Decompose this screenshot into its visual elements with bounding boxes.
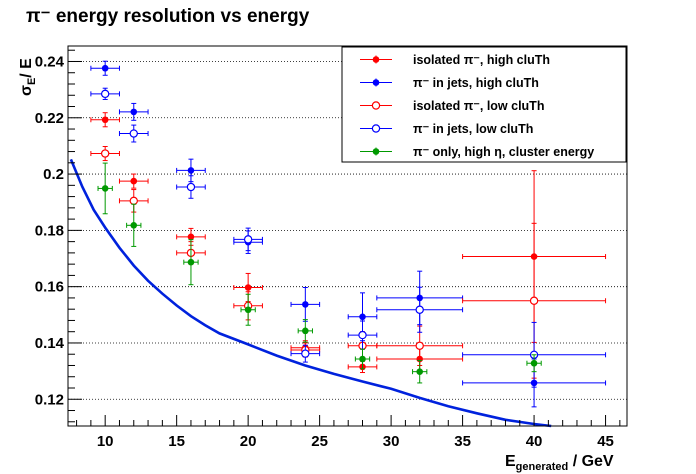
data-point: [240, 293, 256, 326]
legend-label: π⁻ in jets, high cluTh: [413, 76, 539, 90]
point-marker: [359, 313, 366, 321]
x-tick-label: 30: [383, 433, 400, 450]
data-point: [118, 124, 149, 143]
legend-entry: isolated π⁻, low cluTh: [360, 99, 544, 113]
legend-marker: [371, 101, 381, 110]
data-point: [297, 319, 313, 343]
point-marker: [358, 330, 367, 340]
data-points-layer: [90, 60, 607, 408]
fit-curve-layer: [69, 158, 552, 428]
data-point: [126, 203, 142, 247]
legend-marker: [372, 79, 380, 86]
point-marker: [101, 64, 109, 72]
y-tick-label: 0.14: [35, 335, 65, 352]
point-marker: [130, 222, 138, 229]
legend-box: [341, 46, 627, 163]
axis-ticks: 10 15 20 25 30 35 40 45 0.12 0.14 0.16 0.18 0.2 0.22 0…: [35, 49, 621, 450]
x-tick-label: 20: [240, 433, 257, 450]
data-point: [90, 87, 120, 100]
data-point: [354, 348, 371, 370]
legend-entry: π⁻ in jets, low cluTh: [360, 122, 533, 136]
point-marker: [100, 89, 110, 99]
point-marker: [416, 368, 423, 375]
x-tick-label: 15: [168, 433, 185, 450]
y-tick-label: 0.12: [35, 391, 64, 408]
point-marker: [301, 349, 310, 358]
legend: isolated π⁻, high cluTh π⁻ in jets, high …: [341, 46, 627, 163]
point-marker: [129, 196, 138, 206]
y-tick-label: 0.16: [35, 279, 64, 296]
point-marker: [302, 327, 309, 335]
y-tick-label: 0.18: [35, 222, 64, 239]
point-marker: [187, 233, 195, 241]
y-tick-label: 0.2: [43, 166, 64, 183]
svg-text:Egenerated / GeV: Egenerated / GeV: [505, 453, 614, 473]
data-point: [290, 287, 321, 322]
legend-label: π⁻ in jets, low cluTh: [413, 122, 533, 136]
plot-frame: [67, 45, 628, 427]
data-point: [376, 286, 464, 333]
data-point: [526, 354, 542, 373]
fit-curve: [69, 158, 552, 428]
legend-marker: [372, 148, 380, 155]
legend-entry: π⁻ in jets, high cluTh: [360, 76, 539, 90]
data-point: [347, 320, 378, 350]
point-marker: [243, 235, 253, 244]
point-marker: [130, 108, 138, 116]
x-tick-label: 40: [526, 433, 543, 450]
data-point: [376, 325, 464, 366]
point-marker: [359, 355, 366, 363]
y-tick-label: 0.22: [35, 110, 64, 127]
svg-text:σE/ E: σE/ E: [18, 58, 38, 96]
point-marker: [244, 284, 252, 291]
point-marker: [415, 305, 424, 314]
legend-label: isolated π⁻, low cluTh: [413, 99, 544, 113]
data-point: [176, 158, 206, 183]
data-point: [90, 145, 120, 162]
point-marker: [187, 258, 195, 266]
series-5: [97, 162, 542, 384]
point-marker: [530, 359, 538, 367]
y-tick-label: 0.24: [35, 53, 65, 70]
point-marker: [101, 185, 109, 192]
x-tick-label: 10: [97, 433, 114, 450]
point-marker: [302, 301, 309, 308]
series-4: [90, 87, 607, 388]
legend-marker: [372, 56, 380, 63]
legend-entry: π⁻ only, high η, cluster energy: [360, 145, 594, 159]
point-marker: [186, 182, 196, 192]
data-point: [412, 359, 428, 384]
legend-label: π⁻ only, high η, cluster energy: [413, 145, 594, 159]
legend-marker: [371, 124, 381, 133]
y-axis-label: σE/ E: [18, 58, 38, 96]
data-point: [118, 102, 149, 121]
data-point: [183, 239, 199, 286]
point-marker: [129, 129, 138, 138]
chart-title: π⁻ energy resolution vs energy: [26, 6, 310, 27]
data-point: [97, 162, 113, 215]
point-marker: [244, 306, 252, 314]
data-point: [90, 112, 120, 128]
data-point: [233, 227, 263, 252]
legend-entry: isolated π⁻, high cluTh: [360, 53, 550, 67]
data-point: [90, 60, 120, 76]
x-axis-label: Egenerated / GeV: [505, 453, 614, 473]
series-3: [90, 145, 607, 379]
data-point: [118, 173, 149, 189]
point-marker: [529, 296, 539, 305]
data-point: [233, 272, 263, 303]
legend-label: isolated π⁻, high cluTh: [413, 53, 550, 67]
x-tick-label: 35: [454, 433, 471, 450]
data-point: [290, 344, 321, 363]
point-marker: [187, 167, 195, 174]
x-tick-label: 45: [597, 433, 614, 450]
data-point: [176, 175, 206, 199]
point-marker: [415, 341, 424, 350]
x-tick-label: 25: [311, 433, 328, 450]
point-marker: [101, 116, 109, 124]
point-marker: [130, 177, 138, 185]
point-marker: [100, 149, 110, 158]
